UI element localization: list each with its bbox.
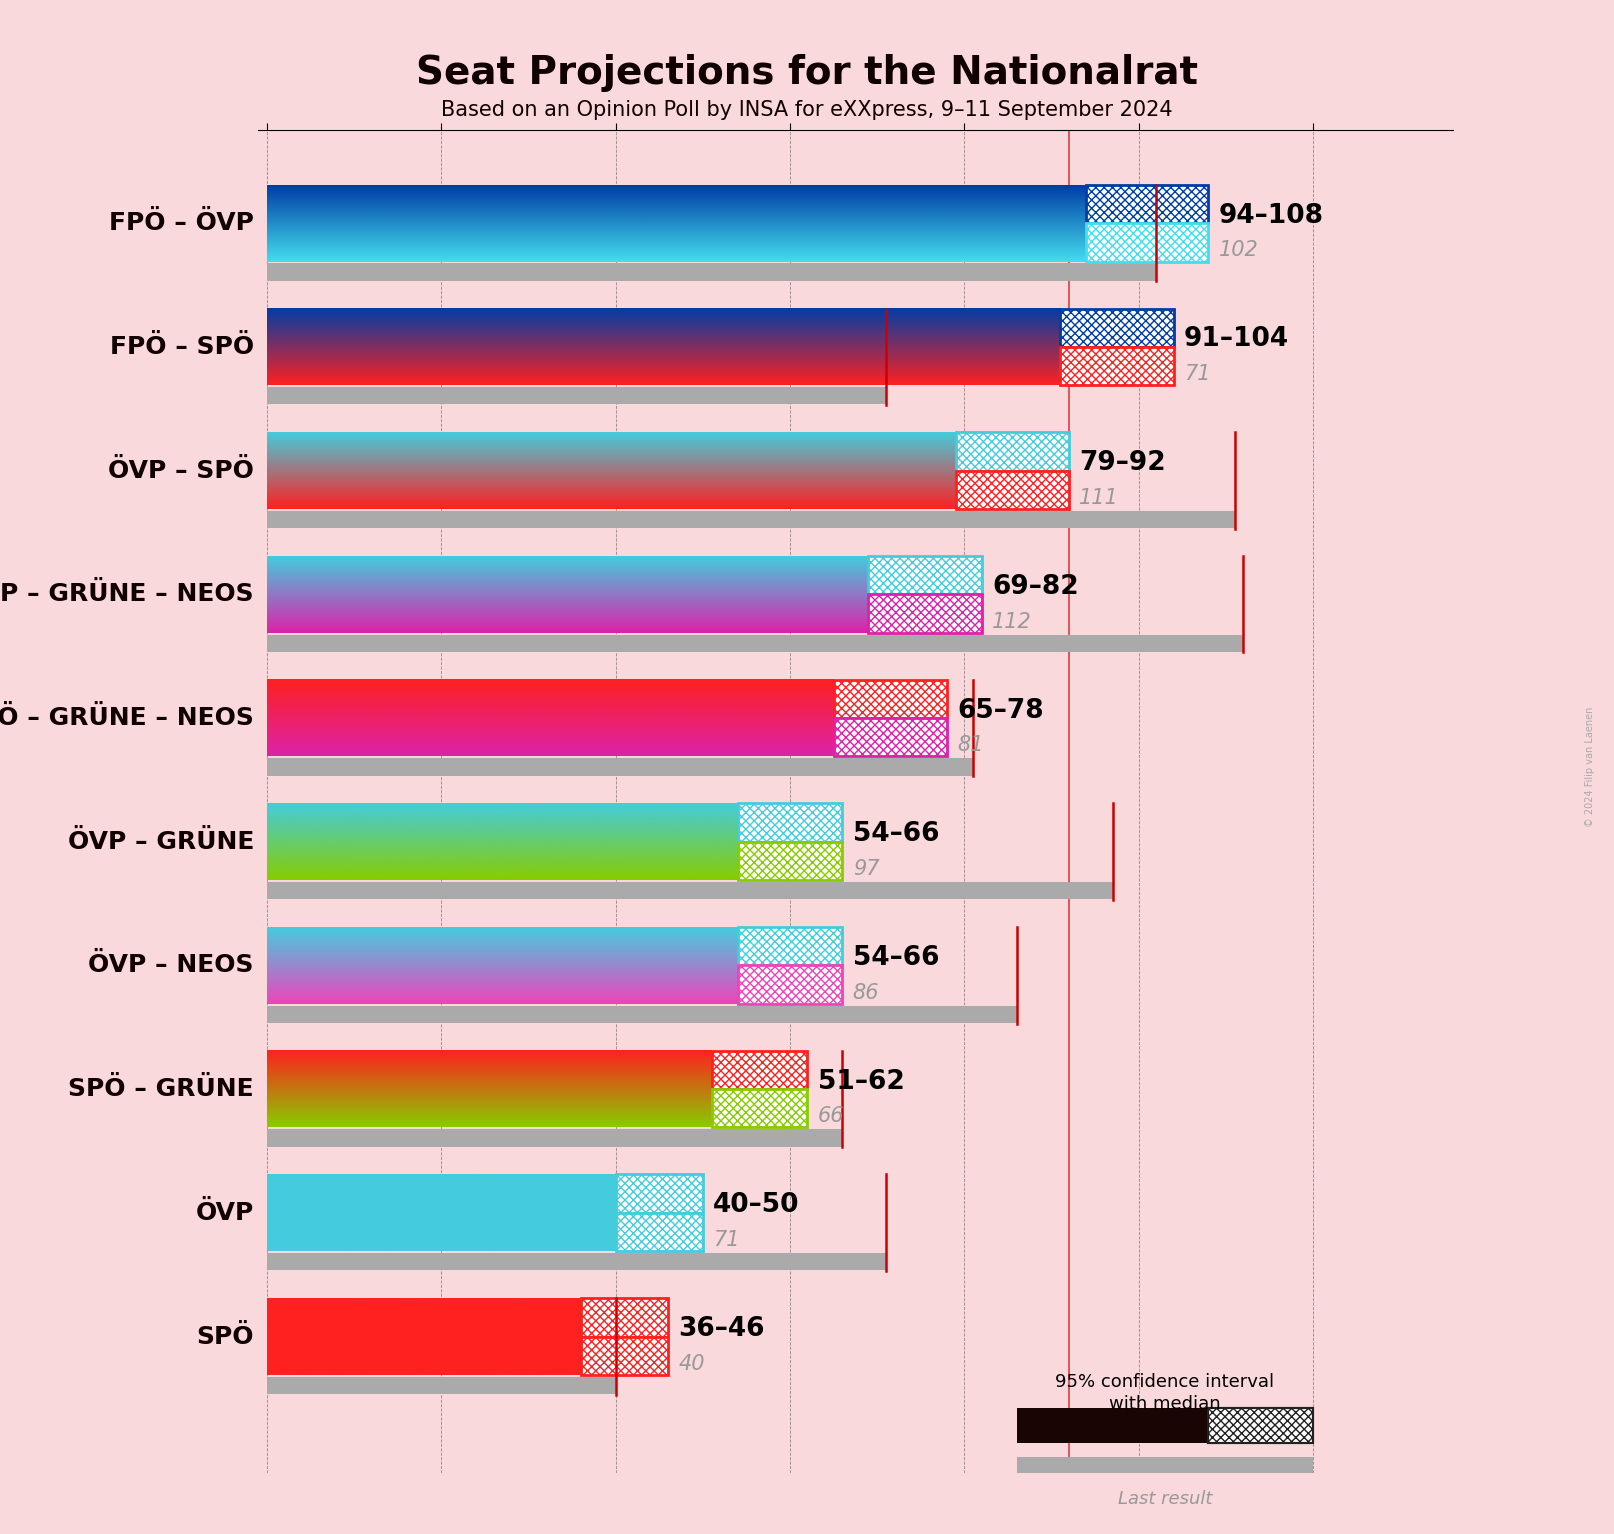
Bar xyxy=(1017,1457,1314,1473)
Bar xyxy=(266,1253,886,1270)
Bar xyxy=(615,1175,702,1213)
Text: 86: 86 xyxy=(852,983,880,1003)
Text: 65–78: 65–78 xyxy=(957,698,1044,724)
Text: ÖVP: ÖVP xyxy=(195,1201,253,1224)
Bar xyxy=(615,1213,702,1252)
Text: 79–92: 79–92 xyxy=(1080,449,1165,476)
Text: FPÖ – ÖVP: FPÖ – ÖVP xyxy=(110,212,253,235)
Text: SPÖ – GRÜNE: SPÖ – GRÜNE xyxy=(68,1077,253,1101)
Text: SPÖ – GRÜNE – NEOS: SPÖ – GRÜNE – NEOS xyxy=(0,706,253,730)
Bar xyxy=(266,264,1156,281)
Bar xyxy=(266,511,1235,528)
Text: Last result: Last result xyxy=(1119,1490,1212,1508)
Text: 40–50: 40–50 xyxy=(713,1192,801,1218)
Bar xyxy=(1086,184,1209,222)
Bar xyxy=(266,1006,1017,1023)
Bar xyxy=(738,842,843,881)
Text: 112: 112 xyxy=(993,612,1031,632)
Bar xyxy=(868,555,981,594)
Bar xyxy=(738,804,843,842)
Bar xyxy=(1060,347,1173,385)
Bar xyxy=(712,1051,807,1089)
Text: with median: with median xyxy=(1109,1396,1220,1413)
Text: 95% confidence interval: 95% confidence interval xyxy=(1056,1373,1275,1391)
Text: 69–82: 69–82 xyxy=(993,574,1078,600)
Text: 97: 97 xyxy=(852,859,880,879)
Text: ÖVP – NEOS: ÖVP – NEOS xyxy=(89,954,253,977)
Text: 40: 40 xyxy=(678,1355,705,1374)
Text: ÖVP – SPÖ: ÖVP – SPÖ xyxy=(108,459,253,483)
Bar xyxy=(266,1378,615,1394)
Bar xyxy=(868,594,981,632)
Text: FPÖ – SPÖ: FPÖ – SPÖ xyxy=(110,334,253,359)
Text: 102: 102 xyxy=(1219,241,1259,261)
Bar xyxy=(266,882,1112,899)
Text: 91–104: 91–104 xyxy=(1185,327,1290,353)
Text: 71: 71 xyxy=(1185,364,1210,384)
Bar xyxy=(266,635,1243,652)
Bar xyxy=(833,680,947,718)
Text: ÖVP – GRÜNE: ÖVP – GRÜNE xyxy=(68,830,253,854)
Text: 94–108: 94–108 xyxy=(1219,202,1323,229)
Text: 51–62: 51–62 xyxy=(818,1069,905,1095)
Bar xyxy=(712,1089,807,1127)
Bar xyxy=(955,433,1068,471)
Bar xyxy=(581,1298,668,1336)
Text: 71: 71 xyxy=(713,1230,739,1250)
Bar xyxy=(955,471,1068,509)
Bar xyxy=(1060,308,1173,347)
Bar xyxy=(266,1129,843,1147)
Text: 54–66: 54–66 xyxy=(852,945,939,971)
Bar xyxy=(738,965,843,1003)
Bar xyxy=(833,718,947,756)
Bar xyxy=(266,387,886,405)
Text: Based on an Opinion Poll by INSA for eXXpress, 9–11 September 2024: Based on an Opinion Poll by INSA for eXX… xyxy=(441,100,1173,120)
Text: SPÖ: SPÖ xyxy=(197,1324,253,1348)
Text: 54–66: 54–66 xyxy=(852,821,939,847)
Bar xyxy=(1209,1408,1314,1443)
Bar xyxy=(1209,1408,1314,1443)
Text: 36–46: 36–46 xyxy=(678,1316,765,1342)
Text: 66: 66 xyxy=(818,1106,844,1126)
Text: © 2024 Filip van Laenen: © 2024 Filip van Laenen xyxy=(1585,707,1595,827)
Bar xyxy=(1086,222,1209,261)
Bar xyxy=(738,927,843,965)
Bar xyxy=(1017,1408,1209,1443)
Text: 81: 81 xyxy=(957,735,985,755)
Text: Seat Projections for the Nationalrat: Seat Projections for the Nationalrat xyxy=(416,54,1198,92)
Bar xyxy=(581,1336,668,1374)
Text: ÖVP – GRÜNE – NEOS: ÖVP – GRÜNE – NEOS xyxy=(0,583,253,606)
Bar xyxy=(266,758,973,776)
Text: 111: 111 xyxy=(1080,488,1119,508)
